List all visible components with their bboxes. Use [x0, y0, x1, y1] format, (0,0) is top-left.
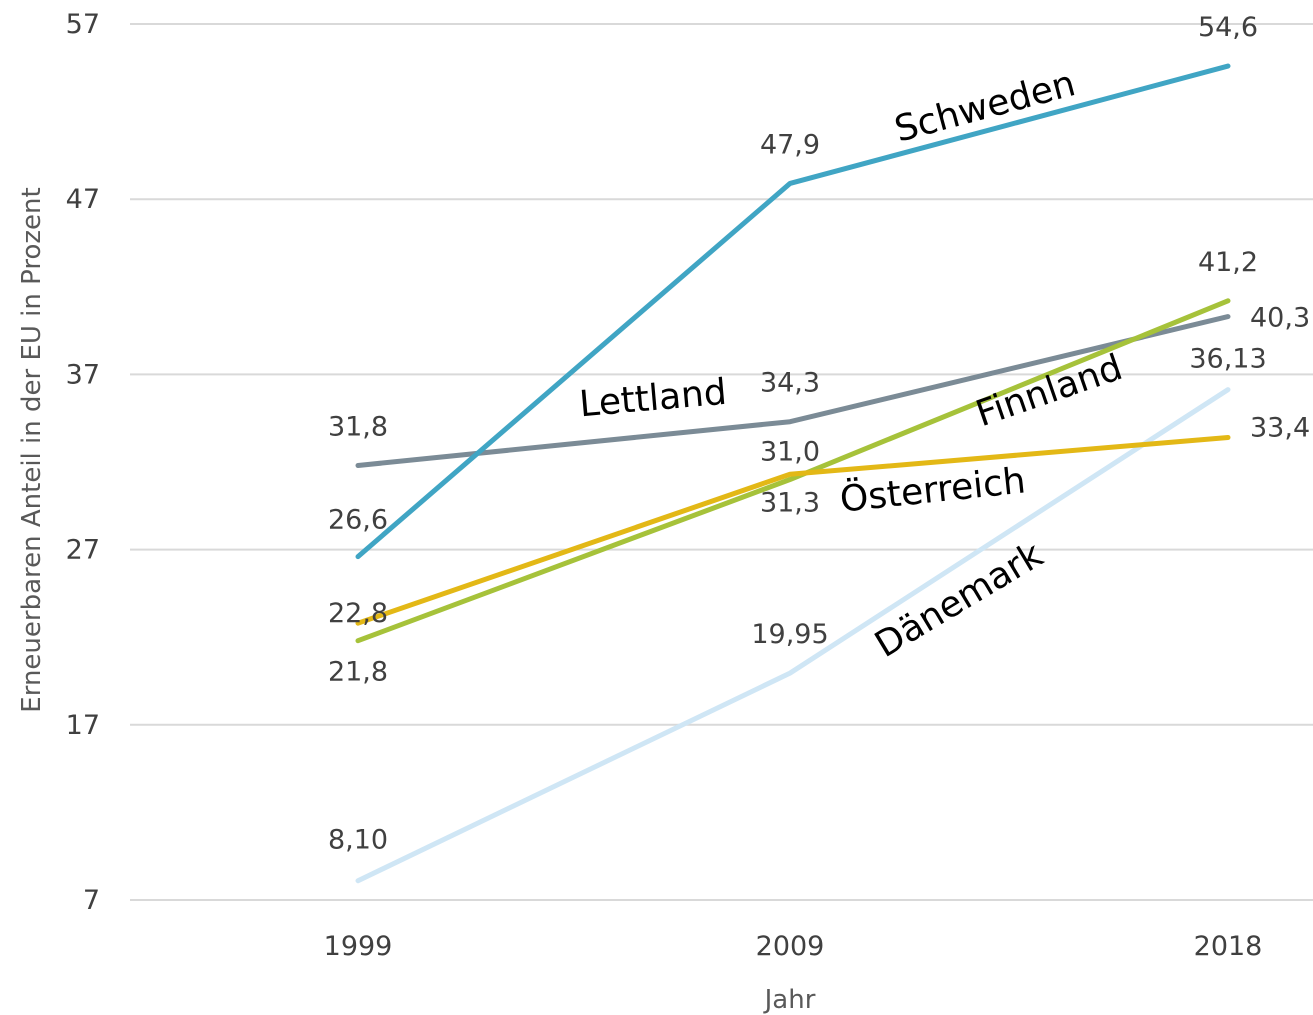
- series-line-finnland: [355, 298, 1231, 644]
- x-tick-label: 2009: [756, 931, 825, 962]
- data-label: 21,8: [328, 657, 388, 688]
- data-label: 31,3: [760, 487, 820, 518]
- y-axis-title: Erneuerbaren Anteil in der EU in Prozent: [17, 187, 47, 712]
- y-tick-label: 37: [66, 359, 100, 390]
- series-line-dänemark: [355, 387, 1231, 884]
- series-name-label: Lettland: [578, 372, 729, 426]
- series-line-schweden: [355, 63, 1231, 560]
- x-tick-label: 1999: [324, 931, 393, 962]
- data-label: 33,4: [1250, 412, 1310, 443]
- data-label: 19,95: [751, 619, 828, 650]
- y-tick-label: 7: [83, 885, 100, 916]
- x-tick-label: 2018: [1194, 931, 1263, 962]
- y-tick-label: 47: [66, 184, 100, 215]
- series-line-österreich: [355, 434, 1231, 626]
- gridlines: [130, 23, 1313, 901]
- data-label: 40,3: [1250, 303, 1310, 334]
- x-axis-ticks: 1999 2009 2018: [324, 931, 1263, 962]
- data-label: 41,2: [1198, 247, 1258, 278]
- series-line-lettland: [355, 314, 1231, 469]
- series-name-label: Schweden: [890, 63, 1079, 150]
- y-tick-label: 27: [66, 535, 100, 566]
- data-label: 26,6: [328, 505, 388, 536]
- x-axis-title: Jahr: [763, 985, 816, 1015]
- data-label: 22,8: [328, 598, 388, 629]
- y-tick-label: 57: [66, 9, 100, 40]
- data-label: 31,0: [760, 437, 820, 468]
- data-label: 34,3: [760, 368, 820, 399]
- series-name-label: Dänemark: [868, 534, 1050, 666]
- data-label: 36,13: [1189, 344, 1266, 375]
- data-labels: 26,6 47,9 54,6 31,8 34,3 40,3 21,8 31,0 41,2 22,8…: [328, 12, 1310, 856]
- y-tick-label: 17: [66, 710, 100, 741]
- series-lines: [355, 63, 1231, 884]
- y-axis-ticks: 7 17 27 37 47 57: [66, 9, 100, 916]
- data-label: 31,8: [328, 412, 388, 443]
- data-label: 47,9: [760, 129, 820, 160]
- data-label: 54,6: [1198, 12, 1258, 43]
- data-label: 8,10: [328, 825, 388, 856]
